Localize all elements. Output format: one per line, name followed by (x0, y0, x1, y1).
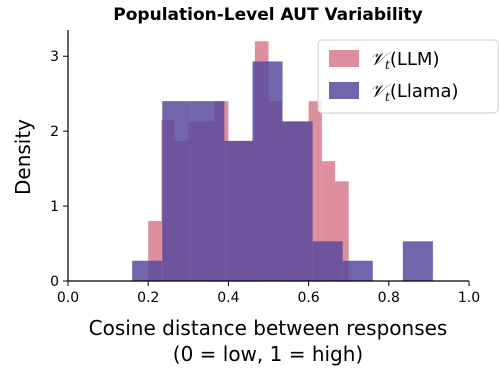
x-tick-label: 1.0 (458, 290, 480, 306)
legend-label-llm: 𝒱t(LLM) (370, 49, 439, 72)
x-ticks: 0.0 0.2 0.4 0.6 0.8 1.0 (57, 281, 480, 306)
y-tick-label: 0 (50, 274, 59, 290)
llama-bar-5 (282, 121, 313, 281)
legend: 𝒱t(LLM) 𝒱t(Llama) (317, 39, 499, 114)
y-tick-label: 3 (50, 49, 59, 65)
x-tick-label: 0.6 (297, 290, 319, 306)
y-tick-label: 2 (50, 124, 59, 140)
llama-bar-8 (402, 241, 433, 281)
llama-bars (132, 61, 433, 281)
legend-frame (317, 39, 499, 114)
x-tick-label: 0.8 (378, 290, 400, 306)
llama-bar-2 (190, 101, 225, 281)
x-tick-label: 0.2 (137, 290, 159, 306)
x-tick-label: 0.0 (57, 290, 79, 306)
y-tick-label: 1 (50, 199, 59, 215)
llama-bar-3 (224, 140, 253, 281)
x-tick-label: 0.4 (217, 290, 239, 306)
chart-title: Population-Level AUT Variability (113, 5, 422, 25)
llama-bar-7 (342, 260, 373, 281)
x-axis-label-line2: (0 = low, 1 = high) (173, 342, 363, 366)
x-axis-label-line1: Cosine distance between responses (89, 316, 448, 340)
llama-bar-4 (252, 61, 283, 281)
y-axis-label: Density (11, 119, 35, 195)
legend-swatch-llama (329, 82, 359, 99)
llama-bar-1 (162, 101, 191, 281)
legend-swatch-llm (329, 50, 359, 67)
llama-bar-6 (312, 241, 343, 281)
legend-label-llama: 𝒱t(Llama) (370, 81, 459, 104)
y-ticks: 0 1 2 3 (50, 49, 68, 290)
llama-bar-0 (132, 260, 163, 281)
